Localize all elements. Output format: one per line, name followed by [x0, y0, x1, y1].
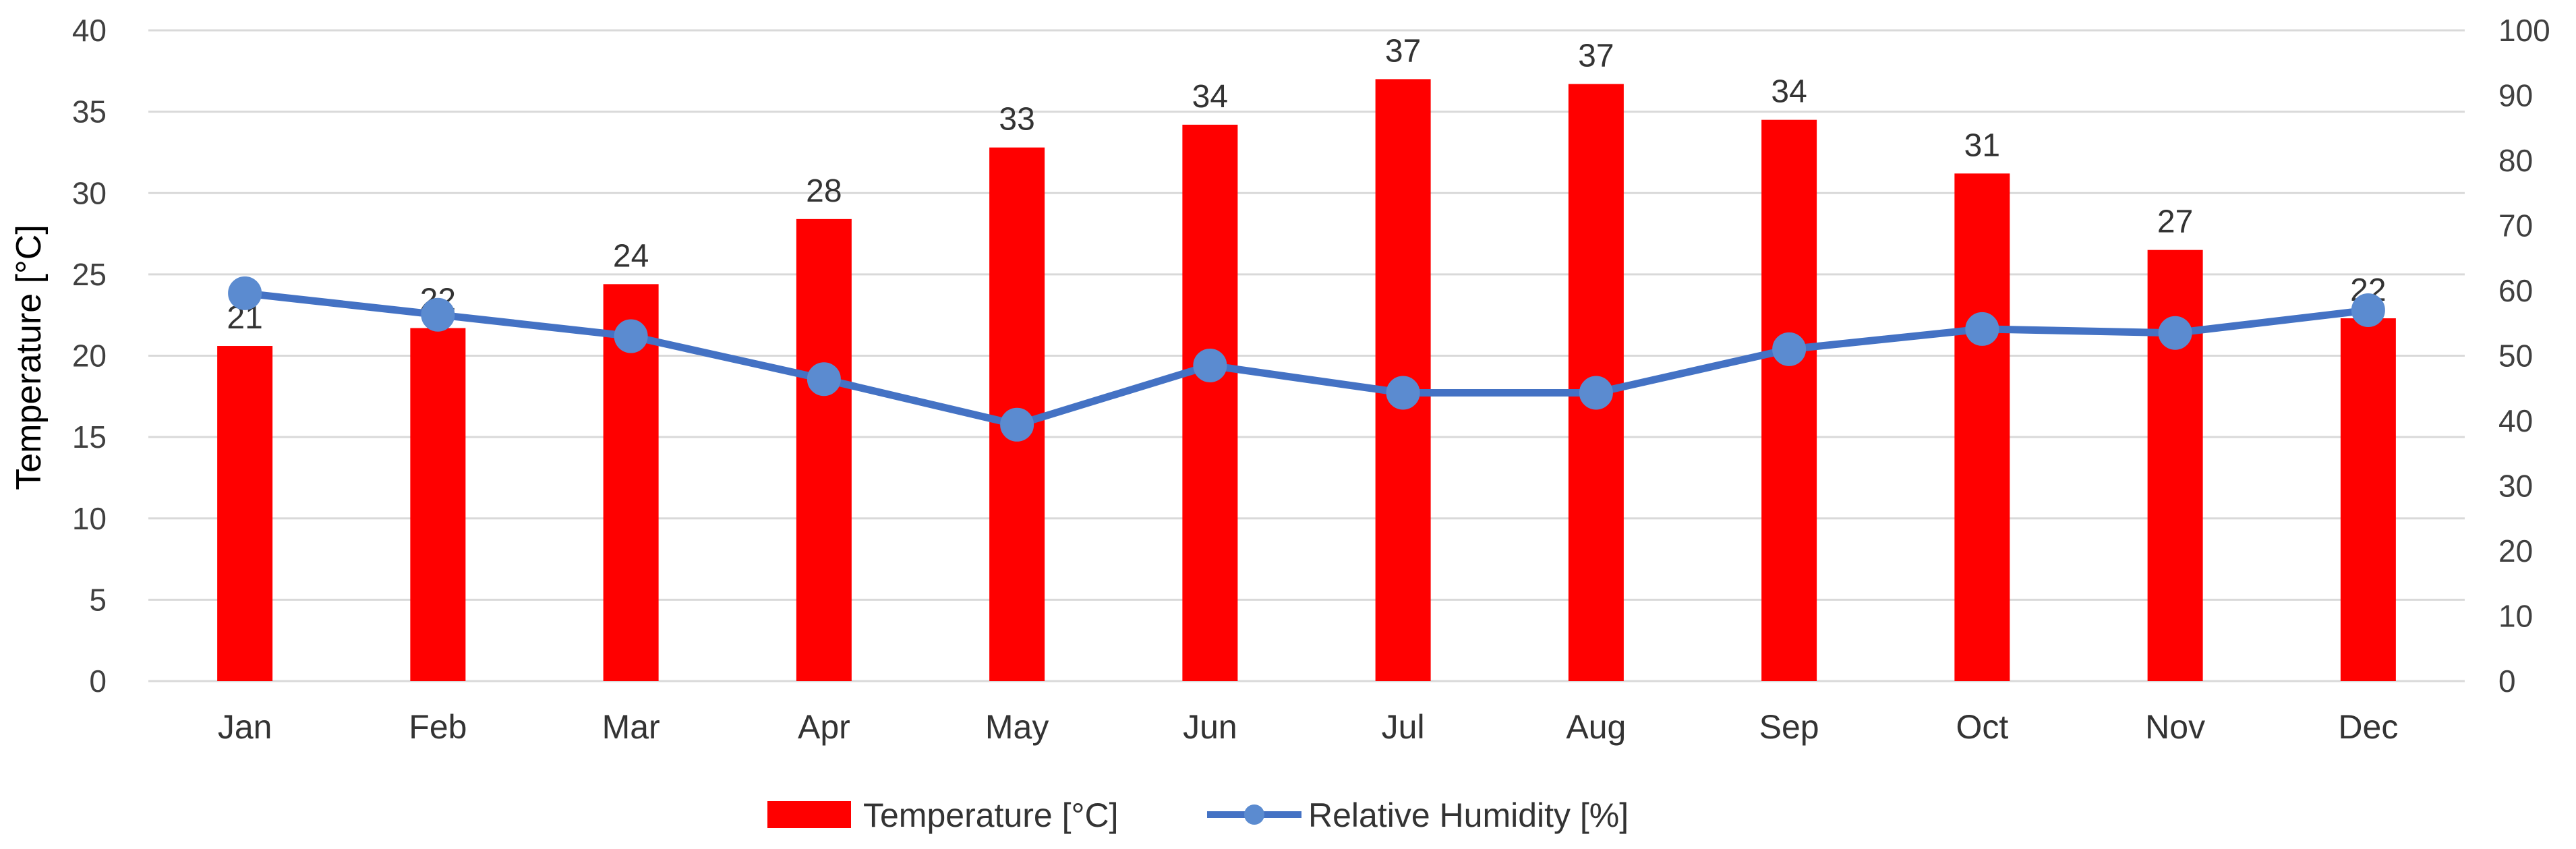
- humidity-marker-dec: [2351, 293, 2385, 327]
- y-left-tick-label: 15: [72, 419, 107, 455]
- temperature-data-label-mar: 24: [613, 238, 649, 274]
- temperature-data-label-may: 33: [999, 102, 1034, 138]
- temperature-data-label-apr: 28: [806, 173, 842, 209]
- humidity-marker-jun: [1193, 348, 1227, 382]
- y-right-tick-label: 80: [2498, 143, 2533, 178]
- temperature-data-label-oct: 31: [1964, 127, 2000, 163]
- temperature-data-label-jul: 37: [1385, 33, 1421, 69]
- humidity-line-series: [228, 276, 2385, 442]
- category-label-mar: Mar: [602, 708, 660, 746]
- legend: Temperature [°C] Relative Humidity [%]: [767, 796, 1629, 834]
- y-right-tick-label: 50: [2498, 339, 2533, 374]
- right-axis-ticks: 0 10 20 30 40 50 60 70 80 90 100: [2498, 13, 2550, 699]
- temperature-bars: [217, 79, 2396, 682]
- temperature-bar-feb: [410, 328, 466, 681]
- y-axis-left-title: Temperature [°C]: [9, 225, 49, 490]
- y-left-tick-label: 0: [89, 664, 107, 699]
- y-right-tick-label: 0: [2498, 664, 2516, 699]
- category-label-dec: Dec: [2338, 708, 2398, 746]
- category-label-apr: Apr: [798, 708, 850, 746]
- humidity-marker-oct: [1965, 312, 1999, 346]
- y-left-tick-label: 5: [89, 582, 107, 617]
- gridlines: [148, 29, 2465, 601]
- temperature-data-label-aug: 37: [1578, 38, 1614, 74]
- temperature-bar-oct: [1954, 173, 2010, 681]
- y-left-tick-label: 20: [72, 339, 107, 374]
- y-left-tick-label: 35: [72, 94, 107, 129]
- category-label-aug: Aug: [1566, 708, 1626, 746]
- category-label-jan: Jan: [218, 708, 272, 746]
- category-label-jul: Jul: [1382, 708, 1425, 746]
- humidity-marker-aug: [1579, 376, 1613, 410]
- category-label-sep: Sep: [1759, 708, 1819, 746]
- temperature-bar-apr: [796, 218, 852, 682]
- y-left-tick-label: 40: [72, 13, 107, 48]
- y-left-tick-label: 30: [72, 175, 107, 210]
- legend-temperature-label: Temperature [°C]: [863, 796, 1118, 834]
- temperature-bar-jan: [217, 346, 273, 681]
- humidity-marker-sep: [1772, 332, 1807, 366]
- humidity-marker-jul: [1386, 376, 1420, 410]
- y-right-tick-label: 30: [2498, 469, 2533, 504]
- humidity-line: [241, 289, 2372, 429]
- left-axis-ticks: 0 5 10 15 20 25 30 35 40: [72, 13, 107, 699]
- temperature-bar-sep: [1761, 119, 1817, 681]
- y-right-tick-label: 70: [2498, 208, 2533, 243]
- legend-temperature-swatch: [767, 801, 851, 828]
- humidity-marker-feb: [421, 297, 455, 332]
- temperature-bar-jun: [1182, 124, 1238, 682]
- category-label-nov: Nov: [2145, 708, 2205, 746]
- y-right-tick-label: 10: [2498, 599, 2533, 634]
- humidity-marker-apr: [807, 362, 841, 397]
- humidity-marker-may: [1000, 407, 1034, 442]
- y-right-tick-label: 60: [2498, 273, 2533, 308]
- temperature-bar-dec: [2340, 318, 2396, 681]
- temperature-data-labels: 212224283334373734312722: [227, 33, 2386, 336]
- y-right-tick-label: 90: [2498, 78, 2533, 113]
- category-label-may: May: [985, 708, 1049, 746]
- humidity-marker-jan: [228, 276, 262, 310]
- y-right-tick-label: 100: [2498, 13, 2550, 48]
- legend-humidity-label: Relative Humidity [%]: [1308, 796, 1629, 834]
- y-right-tick-label: 20: [2498, 533, 2533, 568]
- temperature-bar-nov: [2147, 250, 2203, 681]
- category-label-jun: Jun: [1183, 708, 1237, 746]
- legend-humidity-marker: [1244, 804, 1264, 825]
- y-left-tick-label: 25: [72, 257, 107, 292]
- y-left-tick-label: 10: [72, 501, 107, 536]
- category-label-oct: Oct: [1956, 708, 2008, 746]
- category-label-feb: Feb: [409, 708, 467, 746]
- humidity-marker-mar: [614, 319, 648, 353]
- y-right-tick-label: 40: [2498, 403, 2533, 438]
- humidity-marker-nov: [2158, 316, 2192, 350]
- category-labels: Jan Feb Mar Apr May Jun Jul Aug Sep Oct Nov Dec: [218, 708, 2399, 746]
- temperature-data-label-jun: 34: [1192, 79, 1228, 115]
- temperature-data-label-nov: 27: [2157, 204, 2193, 240]
- temperature-data-label-sep: 34: [1771, 74, 1807, 110]
